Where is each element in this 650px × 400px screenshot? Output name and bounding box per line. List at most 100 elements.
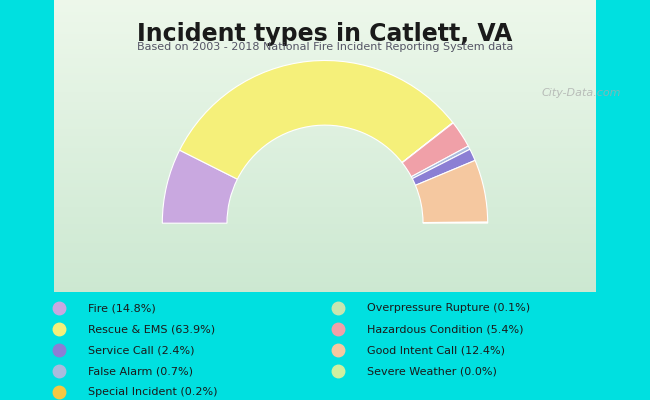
Bar <box>54 17 596 20</box>
Bar <box>54 251 596 253</box>
Bar <box>54 263 596 265</box>
Bar <box>54 117 596 119</box>
Bar <box>54 168 596 170</box>
Text: Special Incident (0.2%): Special Incident (0.2%) <box>88 388 217 398</box>
Bar <box>54 141 596 144</box>
Bar <box>54 246 596 248</box>
Bar <box>54 204 596 207</box>
Bar <box>54 256 596 258</box>
Bar <box>54 132 596 134</box>
Bar <box>54 209 596 212</box>
Text: Based on 2003 - 2018 National Fire Incident Reporting System data: Based on 2003 - 2018 National Fire Incid… <box>136 42 514 52</box>
Bar <box>54 166 596 168</box>
Bar <box>54 197 596 200</box>
Bar <box>54 29 596 32</box>
Bar <box>54 238 596 241</box>
Bar <box>54 7 596 10</box>
Bar <box>54 280 596 282</box>
Bar <box>54 153 596 156</box>
Bar <box>54 54 596 56</box>
Bar <box>54 248 596 251</box>
Bar <box>54 200 596 202</box>
Bar <box>54 163 596 166</box>
Bar <box>54 90 596 92</box>
Bar <box>54 80 596 83</box>
Bar <box>54 44 596 46</box>
Bar <box>54 12 596 15</box>
Bar <box>54 226 596 229</box>
Bar <box>54 282 596 285</box>
Bar <box>54 139 596 141</box>
Bar <box>54 144 596 146</box>
Bar <box>54 41 596 44</box>
Bar <box>54 175 596 178</box>
Bar <box>54 158 596 160</box>
Bar <box>54 114 596 117</box>
Text: Overpressure Rupture (0.1%): Overpressure Rupture (0.1%) <box>367 303 530 313</box>
Bar <box>54 148 596 151</box>
Bar <box>54 112 596 114</box>
Text: City-Data.com: City-Data.com <box>541 88 621 98</box>
Bar <box>54 129 596 131</box>
Bar <box>54 285 596 287</box>
Text: Incident types in Catlett, VA: Incident types in Catlett, VA <box>137 22 513 46</box>
Bar <box>54 126 596 129</box>
Bar <box>54 156 596 158</box>
Bar <box>54 229 596 231</box>
Bar <box>54 61 596 63</box>
Bar <box>54 151 596 153</box>
Bar <box>54 51 596 54</box>
Bar <box>54 0 596 2</box>
Bar <box>54 32 596 34</box>
Bar <box>54 195 596 197</box>
Bar <box>54 122 596 124</box>
Bar <box>54 192 596 195</box>
Bar <box>54 265 596 268</box>
Bar <box>54 49 596 51</box>
Bar <box>54 290 596 292</box>
Text: False Alarm (0.7%): False Alarm (0.7%) <box>88 366 193 376</box>
Bar <box>54 185 596 187</box>
Bar <box>54 58 596 61</box>
Text: Hazardous Condition (5.4%): Hazardous Condition (5.4%) <box>367 324 524 334</box>
Bar <box>54 258 596 260</box>
Bar <box>54 83 596 85</box>
Bar <box>54 92 596 95</box>
Bar <box>54 216 596 219</box>
Bar <box>54 146 596 148</box>
Bar <box>54 88 596 90</box>
Bar <box>54 272 596 275</box>
Bar <box>54 76 596 78</box>
Bar <box>54 173 596 175</box>
Bar <box>54 231 596 234</box>
Bar <box>54 202 596 204</box>
Bar <box>54 224 596 226</box>
Bar <box>54 178 596 180</box>
Bar <box>54 73 596 76</box>
Text: Good Intent Call (12.4%): Good Intent Call (12.4%) <box>367 345 505 355</box>
Bar <box>54 66 596 68</box>
Bar <box>54 234 596 236</box>
Bar <box>54 243 596 246</box>
Bar <box>54 46 596 49</box>
Bar <box>54 207 596 209</box>
Bar <box>54 85 596 88</box>
Text: Severe Weather (0.0%): Severe Weather (0.0%) <box>367 366 497 376</box>
Bar <box>54 27 596 29</box>
Bar <box>54 15 596 17</box>
Bar <box>54 241 596 243</box>
Bar <box>54 270 596 272</box>
Wedge shape <box>411 146 470 179</box>
Wedge shape <box>423 222 488 223</box>
Bar <box>54 34 596 36</box>
Bar <box>54 253 596 256</box>
Bar <box>54 36 596 39</box>
Bar <box>54 214 596 216</box>
Bar <box>54 124 596 126</box>
Wedge shape <box>402 123 468 177</box>
Wedge shape <box>412 149 475 185</box>
Bar <box>54 22 596 24</box>
Bar <box>54 110 596 112</box>
Bar <box>54 105 596 107</box>
Bar <box>54 20 596 22</box>
